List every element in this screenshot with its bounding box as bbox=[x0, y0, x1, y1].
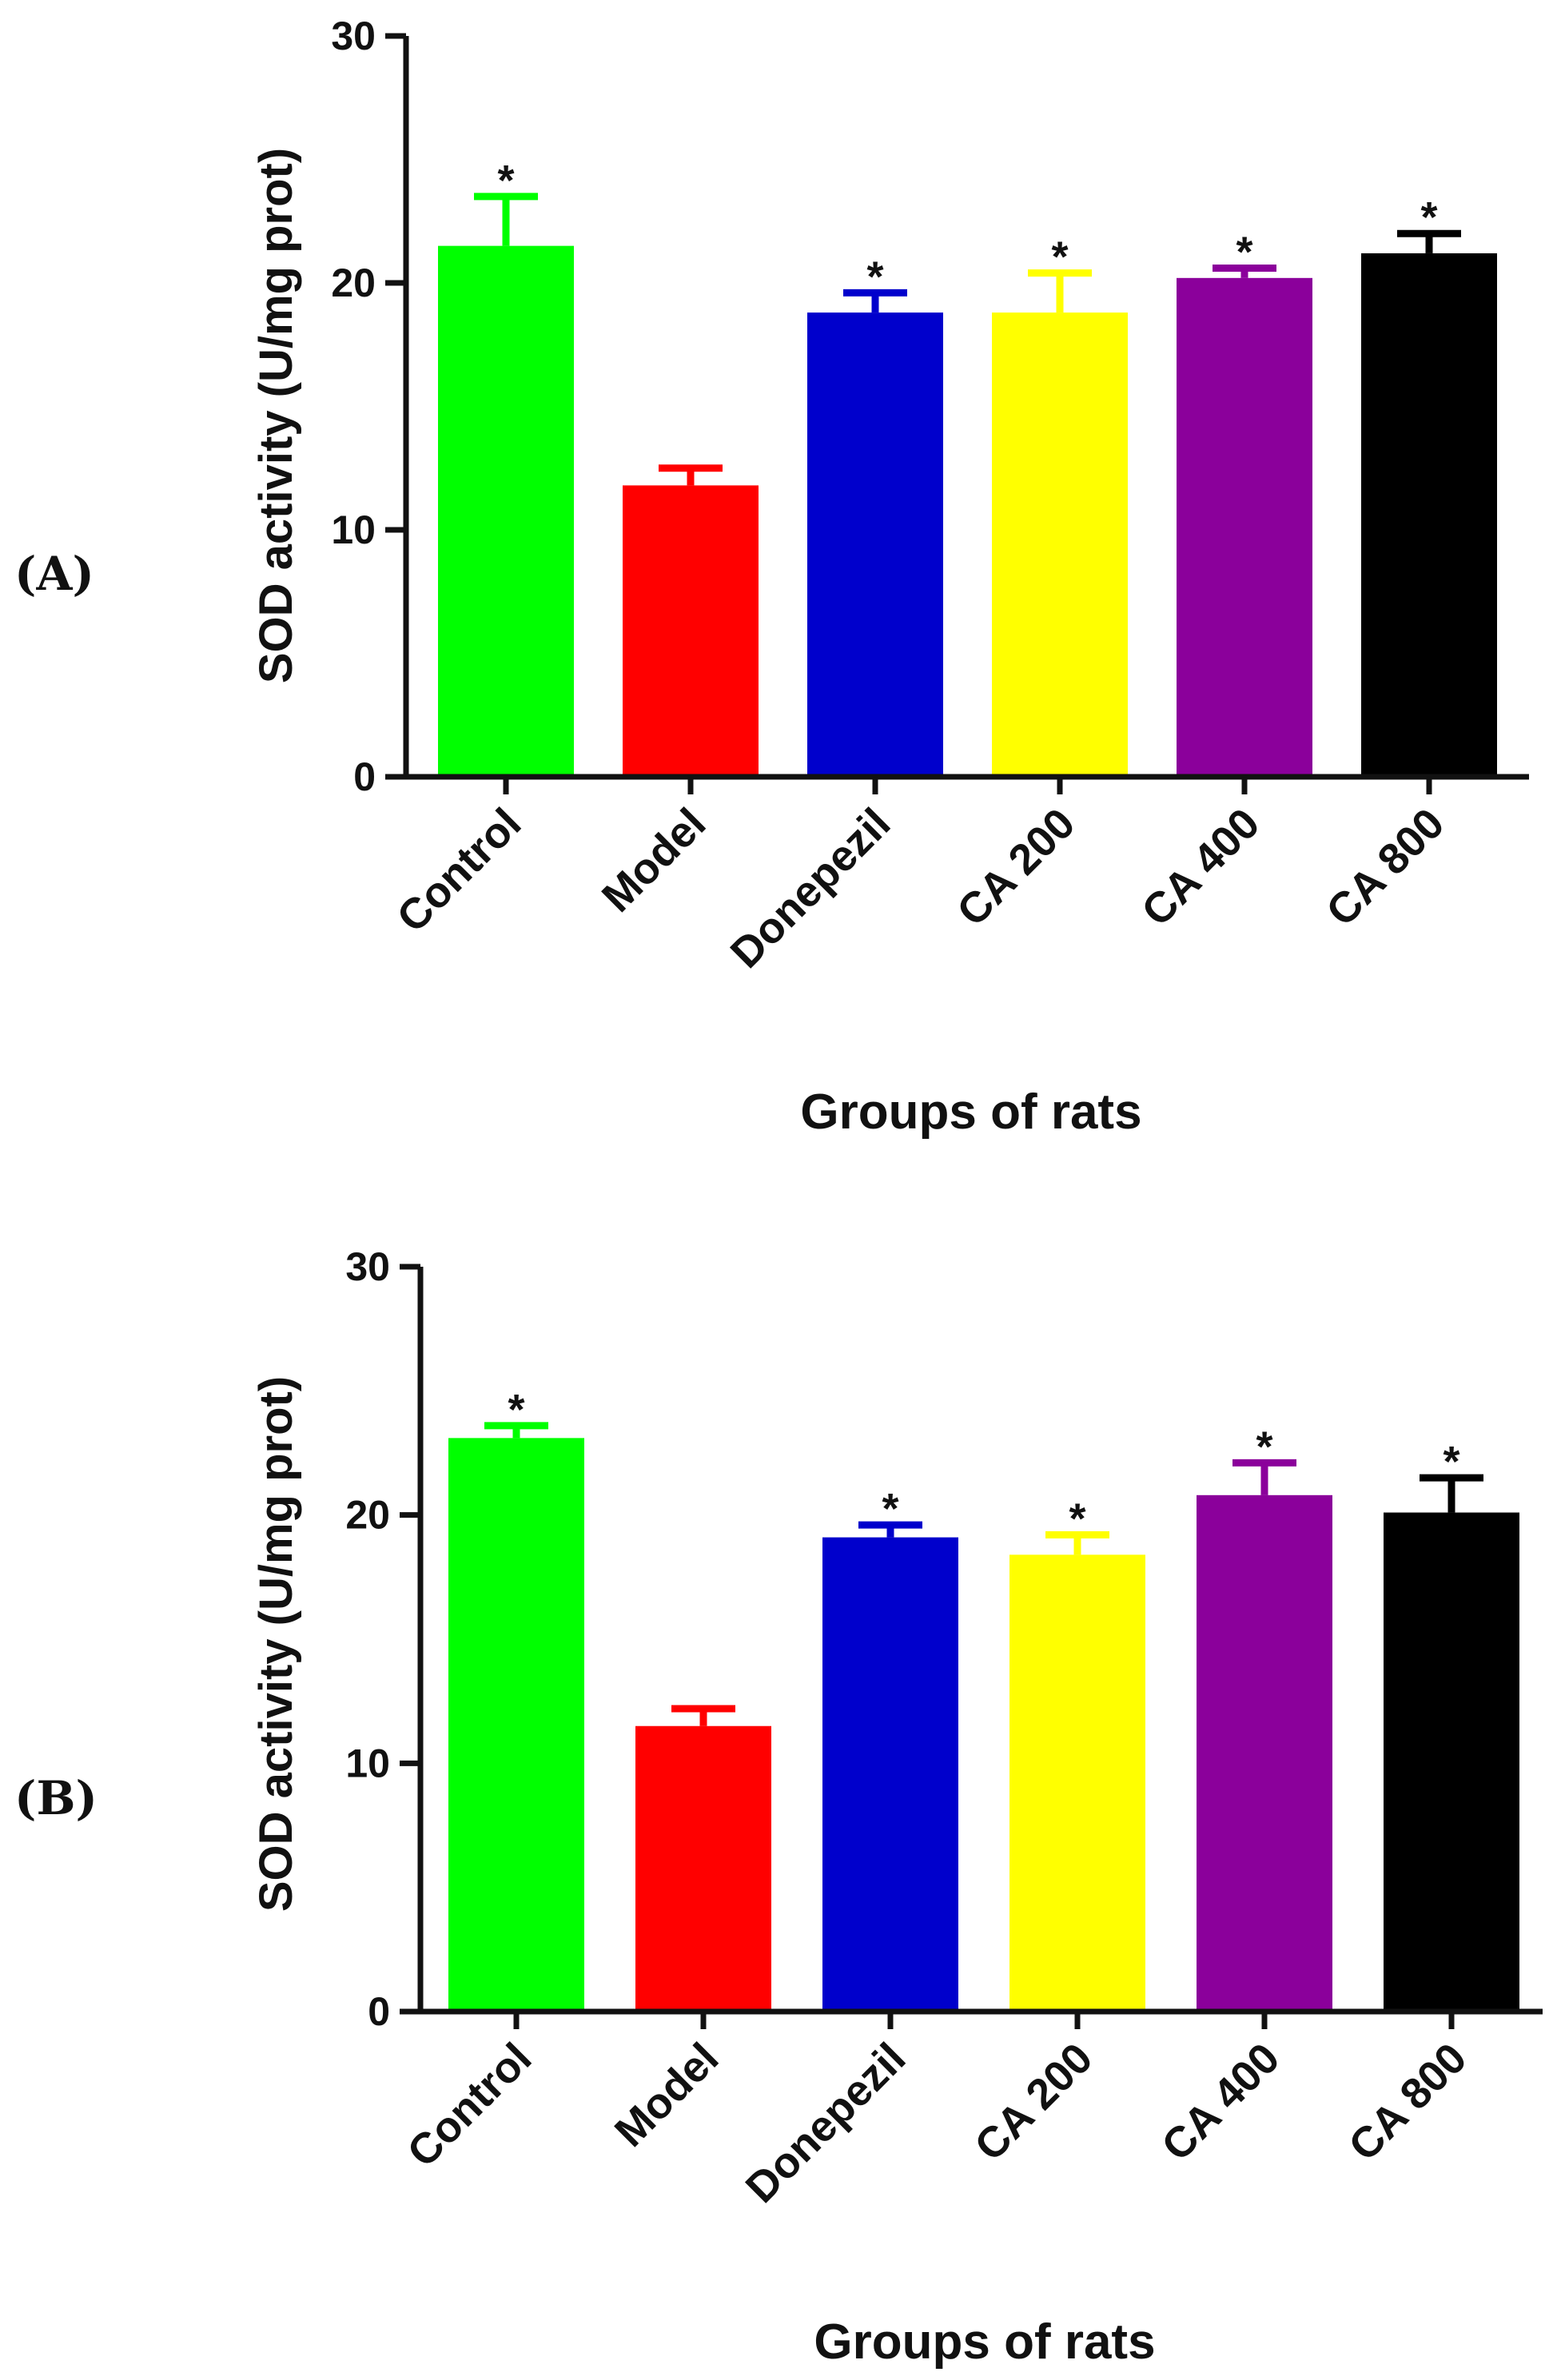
x-tick-label: CA 200 bbox=[948, 799, 1084, 935]
bar-donepezil bbox=[807, 312, 943, 778]
significance-marker: * bbox=[497, 157, 514, 205]
y-tick-label: 0 bbox=[353, 754, 376, 799]
x-axis-label: Groups of rats bbox=[800, 1085, 1141, 1140]
y-tick-label: 30 bbox=[345, 1244, 390, 1289]
y-axis-label: SOD activity (U/mg prot) bbox=[250, 1376, 302, 1912]
x-tick-label: Donepezil bbox=[722, 799, 900, 977]
y-tick-label: 10 bbox=[345, 1741, 390, 1785]
chart-panel-b: (B) SOD activity (U/mg prot) Groups of r… bbox=[14, 1244, 1543, 2370]
x-tick-label: Control bbox=[398, 2034, 540, 2176]
panel-label: (A) bbox=[14, 547, 94, 601]
significance-marker: * bbox=[1256, 1423, 1272, 1471]
bar-model bbox=[635, 1725, 771, 2012]
bar-control bbox=[448, 1438, 584, 2012]
y-tick-label: 10 bbox=[331, 507, 376, 552]
significance-marker: * bbox=[1069, 1495, 1085, 1543]
bar-ca-400 bbox=[1197, 1494, 1332, 2012]
x-tick-label: CA 200 bbox=[966, 2034, 1101, 2170]
x-tick-label: CA 800 bbox=[1340, 2034, 1475, 2170]
significance-marker: * bbox=[1051, 233, 1068, 281]
x-tick-label: Donepezil bbox=[737, 2034, 915, 2212]
y-tick-label: 20 bbox=[345, 1493, 390, 1538]
panel-label: (B) bbox=[14, 1771, 98, 1825]
significance-marker: * bbox=[1443, 1438, 1459, 1486]
x-tick-label: Model bbox=[593, 799, 715, 921]
y-tick-label: 30 bbox=[331, 14, 376, 58]
bar-model bbox=[623, 485, 759, 777]
x-tick-label: CA 400 bbox=[1133, 799, 1268, 935]
significance-marker: * bbox=[1420, 193, 1437, 241]
chart-panel-a: (A) SOD activity (U/mg prot) Groups of r… bbox=[14, 14, 1529, 1140]
bar-ca-200 bbox=[992, 312, 1128, 778]
y-tick-label: 0 bbox=[368, 1989, 390, 2034]
bar-ca-200 bbox=[1009, 1554, 1145, 2012]
bar-ca-800 bbox=[1361, 253, 1497, 777]
x-tick-label: Control bbox=[388, 799, 530, 941]
bar-control bbox=[438, 245, 574, 777]
x-tick-label: CA 400 bbox=[1153, 2034, 1288, 2170]
x-axis-label: Groups of rats bbox=[814, 2314, 1155, 2370]
bar-ca-400 bbox=[1177, 277, 1312, 777]
x-tick-label: Model bbox=[606, 2034, 728, 2156]
plot-area: * Control Model * Donepezil * CA 200 * CA 400 * CA… bbox=[331, 14, 1529, 977]
plot-area: * Control Model * Donepezil * CA 200 * CA 400 * CA… bbox=[345, 1244, 1543, 2212]
y-axis-label: SOD activity (U/mg prot) bbox=[250, 148, 302, 683]
bar-donepezil bbox=[822, 1537, 958, 2012]
significance-marker: * bbox=[1236, 228, 1252, 276]
significance-marker: * bbox=[882, 1485, 898, 1533]
significance-marker: * bbox=[508, 1386, 524, 1434]
bar-ca-800 bbox=[1384, 1512, 1519, 2012]
y-tick-label: 20 bbox=[331, 261, 376, 305]
x-tick-label: CA 800 bbox=[1317, 799, 1453, 935]
significance-marker: * bbox=[866, 253, 883, 300]
